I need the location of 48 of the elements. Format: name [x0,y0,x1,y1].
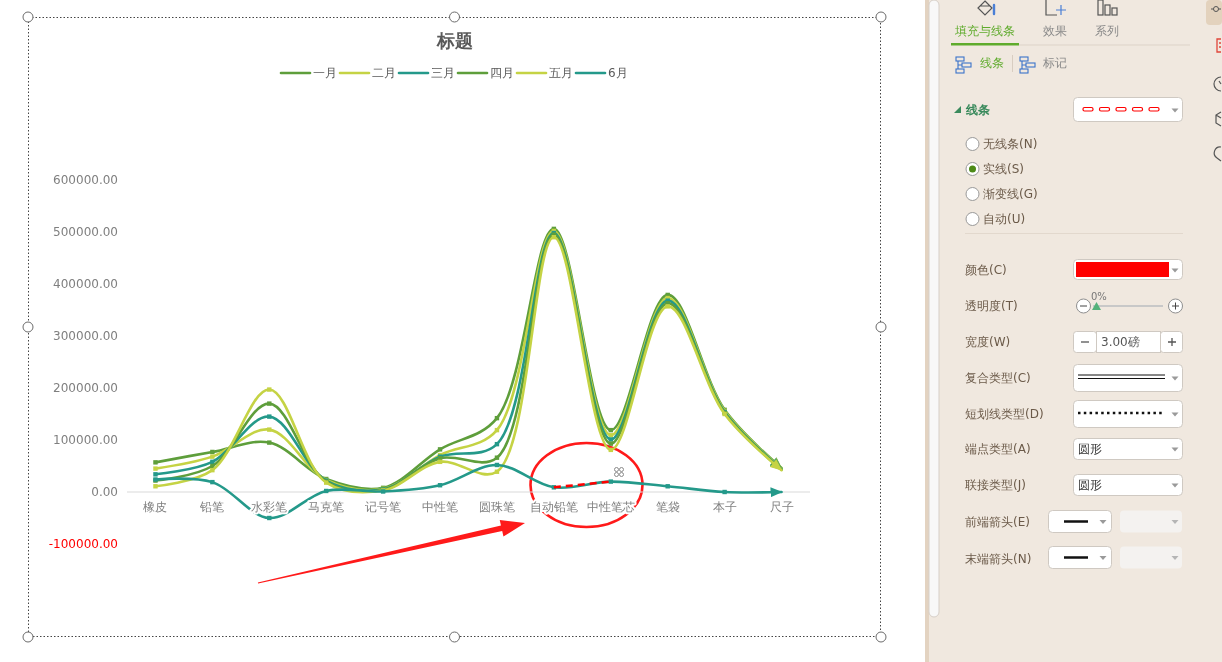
y-tick-label: 300000.00 [53,329,118,343]
text: 线条 [965,103,990,117]
text: 自动(U) [983,212,1026,226]
y-tick-label: 100000.00 [53,433,118,447]
x-tick-label: 马克笔 [308,500,345,514]
x-tick-label: 中性笔 [422,500,459,514]
text: 复合类型(C) [965,371,1031,385]
chart-title: 标题 [435,29,473,51]
x-tick-label: 圆珠笔 [478,500,515,514]
x-tick-label: 橡皮 [143,500,168,514]
text: 0% [1091,290,1107,302]
text: 前端箭头(E) [965,515,1030,529]
legend-label: 一月 [313,66,337,80]
y-tick-label: 600000.00 [53,173,118,187]
text: 填充与线条 [954,24,1015,38]
text: 宽度(W) [965,335,1011,349]
text: 系列 [1095,24,1119,38]
text: 无线条(N) [983,137,1038,151]
legend-label: 三月 [431,66,455,80]
text: 圆形 [1078,478,1102,492]
text: 渐变线(G) [983,187,1038,201]
text: 圆形 [1078,442,1102,456]
text: 末端箭头(N) [965,552,1032,566]
text: 颜色(C) [965,263,1007,277]
y-tick-label: 500000.00 [53,225,118,239]
legend-label: 6月 [608,66,628,80]
x-tick-label: 记号笔 [365,500,402,514]
text: 线条 [980,56,1004,70]
x-tick-label: 铅笔 [199,500,225,514]
x-tick-label: 本子 [712,500,737,514]
legend-label: 五月 [549,66,573,80]
text: 联接类型(J) [965,478,1026,492]
y-tick-label: 0.00 [91,485,118,499]
y-tick-label: 400000.00 [53,277,118,291]
text: 标记 [1042,56,1067,70]
legend-label: 二月 [372,66,396,80]
text: 端点类型(A) [965,442,1031,456]
x-tick-label: 尺子 [769,500,794,514]
text: 实线(S) [983,162,1024,176]
y-tick-label: 200000.00 [53,381,118,395]
legend-label: 四月 [490,66,514,80]
text: 效果 [1043,24,1067,38]
x-tick-label: 笔袋 [655,500,680,514]
text: 短划线类型(D) [965,407,1044,421]
text: 透明度(T) [965,299,1018,313]
y-tick-label: -100000.00 [48,537,118,551]
text: 3.00磅 [1101,335,1140,349]
x-tick-label: 水彩笔 [251,500,288,514]
